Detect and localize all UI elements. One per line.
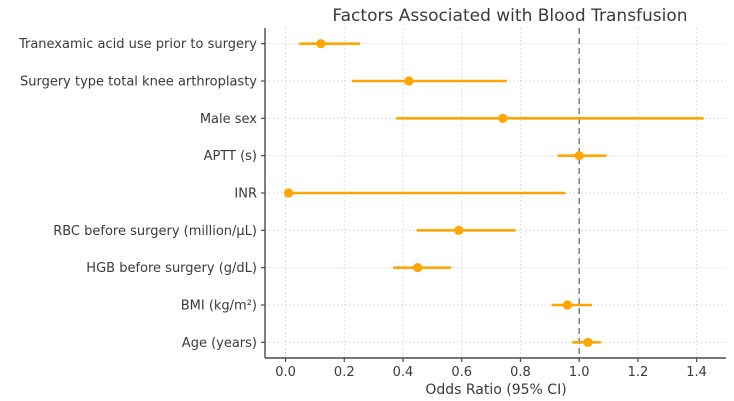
or-marker (498, 113, 508, 123)
x-tick-label: 0.4 (393, 365, 414, 380)
y-category-label: RBC before surgery (million/μL) (53, 224, 257, 239)
x-tick-label: 0.8 (510, 365, 531, 380)
or-marker (283, 188, 294, 198)
y-category-label: Surgery type total knee arthroplasty (20, 75, 257, 90)
y-category-label: Male sex (200, 112, 257, 127)
y-category-label: BMI (kg/m²) (181, 298, 257, 313)
x-tick-label: 0.2 (334, 365, 355, 380)
x-tick-label: 0.6 (451, 365, 472, 380)
y-category-label: INR (234, 187, 257, 202)
y-category-label: Tranexamic acid use prior to surgery (18, 37, 257, 52)
y-category-label: APTT (s) (204, 149, 257, 164)
chart-title: Factors Associated with Blood Transfusio… (332, 6, 687, 26)
axis-layer (261, 28, 726, 362)
or-marker (316, 39, 326, 49)
or-marker (562, 300, 573, 310)
or-marker (574, 151, 584, 161)
x-tick-label: 1.2 (628, 365, 649, 380)
or-marker (404, 76, 414, 86)
or-marker (413, 263, 423, 273)
or-marker (454, 225, 464, 235)
or-marker (583, 337, 593, 347)
x-tick-label: 1.4 (686, 365, 707, 380)
x-tick-label: 1.0 (569, 365, 590, 380)
x-axis-title: Odds Ratio (95% CI) (425, 382, 566, 398)
x-tick-label: 0.0 (275, 365, 296, 380)
data-layer (283, 39, 704, 347)
y-category-label: HGB before surgery (g/dL) (86, 261, 257, 276)
y-category-label: Age (years) (182, 336, 257, 351)
label-layer: 0.0 0.2 0.4 0.6 0.8 1.0 1.2 1.4 Tranexamic acid … (18, 37, 707, 380)
